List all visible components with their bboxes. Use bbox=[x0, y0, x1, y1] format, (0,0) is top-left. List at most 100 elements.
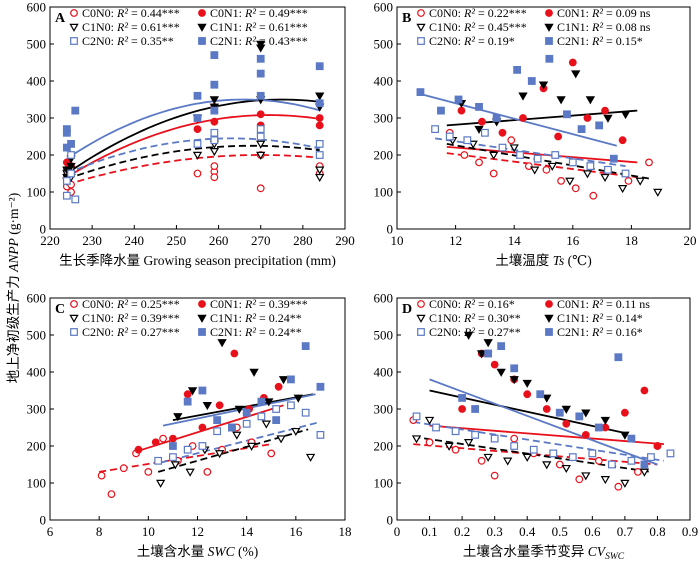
data-point-c2n1 bbox=[536, 390, 545, 399]
fit-curve-c0n0 bbox=[66, 154, 320, 186]
x-tick-label: 12 bbox=[191, 524, 204, 539]
data-point-c1n0 bbox=[315, 166, 325, 175]
data-point-c2n1 bbox=[594, 423, 603, 432]
data-point-c2n1 bbox=[193, 91, 202, 100]
data-point-c0n0 bbox=[589, 191, 598, 200]
data-point-c0n1 bbox=[568, 58, 577, 67]
fit-curve-c1n1 bbox=[66, 98, 320, 175]
legend-marker-c0n1 bbox=[545, 300, 553, 308]
legend-entry-c0n1: C0N1: R² = 0.49*** bbox=[210, 6, 308, 20]
data-point-c1n0 bbox=[600, 476, 611, 485]
data-point-c2n0 bbox=[533, 154, 542, 163]
data-point-c1n0 bbox=[411, 435, 422, 444]
legend: C0N0: R² = 0.25*** C0N1: R² = 0.39*** C1N0… bbox=[69, 297, 308, 339]
data-point-c0n0 bbox=[524, 162, 533, 171]
fit-line-c0n1 bbox=[429, 424, 665, 446]
data-point-c0n0 bbox=[490, 471, 499, 480]
fit-line-c2n0 bbox=[413, 421, 665, 462]
data-point-c0n1 bbox=[315, 121, 324, 130]
legend-marker-c2n1 bbox=[545, 37, 553, 45]
data-point-c1n1 bbox=[209, 96, 220, 105]
legend-marker-c0n1 bbox=[198, 300, 206, 308]
data-point-c0n0 bbox=[645, 158, 653, 167]
data-point-c1n1 bbox=[315, 92, 325, 101]
data-point-c1n1 bbox=[571, 70, 581, 79]
data-point-c0n0 bbox=[119, 464, 128, 473]
y-tick-label: 200 bbox=[374, 439, 394, 454]
data-point-c0n0 bbox=[489, 169, 498, 178]
data-point-c2n1 bbox=[198, 386, 207, 395]
data-point-c2n1 bbox=[577, 125, 586, 134]
data-point-c2n1 bbox=[242, 408, 251, 417]
data-point-c2n1 bbox=[257, 397, 266, 406]
fit-line-c0n1 bbox=[446, 145, 638, 164]
data-point-c1n1 bbox=[474, 125, 484, 134]
data-point-c2n0 bbox=[257, 412, 266, 421]
fit-curve-c2n1 bbox=[66, 98, 320, 160]
x-tick-label: 220 bbox=[40, 233, 60, 248]
legend-entry-c1n0: C1N0: R² = 0.45*** bbox=[429, 20, 527, 34]
x-tick-label: 0.8 bbox=[649, 524, 665, 539]
fit-line-c2n0 bbox=[434, 137, 626, 167]
data-point-c0n1 bbox=[193, 125, 202, 134]
data-point-c0n1 bbox=[198, 423, 207, 432]
panel-c: 0 100 200 300 400 500 600 6 8 10 12 14 16 18 土壤含水量 SWC… bbox=[27, 291, 352, 560]
data-point-c2n0 bbox=[510, 442, 519, 450]
data-point-c0n1 bbox=[562, 419, 571, 428]
x-tick-label: 0.1 bbox=[421, 524, 437, 539]
x-tick-label: 0.5 bbox=[552, 524, 568, 539]
legend-entry-c1n0: C1N0: R² = 0.61*** bbox=[82, 20, 180, 34]
y-tick-label: 400 bbox=[374, 74, 394, 89]
data-point-c1n1 bbox=[202, 402, 213, 411]
data-point-c2n0 bbox=[193, 140, 202, 148]
data-point-c2n1 bbox=[497, 342, 506, 350]
x-tick-label: 0.9 bbox=[682, 524, 698, 539]
data-point-c0n1 bbox=[315, 114, 324, 122]
x-tick-label: 10 bbox=[142, 524, 155, 539]
data-point-c2n1 bbox=[301, 342, 310, 350]
data-point-c0n0 bbox=[507, 136, 516, 145]
data-point-c0n0 bbox=[144, 468, 153, 476]
x-axis-title: 生长季降水量 Growing season precipitation (mm) bbox=[59, 253, 336, 268]
x-tick-label: 16 bbox=[289, 524, 303, 539]
x-tick-label: 230 bbox=[82, 233, 102, 248]
data-point-c1n0 bbox=[503, 457, 513, 466]
data-point-c1n0 bbox=[653, 188, 663, 197]
data-point-c2n0 bbox=[67, 169, 75, 178]
legend-entry-c2n1: C2N1: R² = 0.15* bbox=[557, 34, 643, 48]
data-point-c1n1 bbox=[561, 405, 571, 414]
data-point-c1n0 bbox=[185, 468, 195, 477]
legend-entry-c1n0: C1N0: R² = 0.30** bbox=[429, 311, 521, 325]
data-point-c2n1 bbox=[193, 114, 202, 122]
data-point-c2n0 bbox=[666, 449, 675, 458]
data-point-c2n0 bbox=[198, 442, 207, 450]
legend-entry-c2n0: C2N0: R² = 0.35** bbox=[82, 34, 174, 48]
legend-marker-c1n1 bbox=[197, 23, 207, 32]
data-point-c0n0 bbox=[210, 173, 219, 182]
data-point-c0n0 bbox=[555, 460, 564, 469]
data-point-c2n0 bbox=[490, 434, 499, 443]
fit-line-c0n0 bbox=[99, 443, 272, 473]
x-tick-label: 12 bbox=[449, 233, 462, 248]
legend-entry-c2n0: C2N0: R² = 0.27*** bbox=[82, 325, 180, 339]
legend-entry-c2n1: C2N1: R² = 0.24** bbox=[210, 325, 302, 339]
data-point-c1n0 bbox=[170, 461, 181, 470]
legend: C0N0: R² = 0.22*** C0N1: R² = 0.09 ns C1N0… bbox=[416, 6, 651, 48]
data-point-c0n1 bbox=[542, 405, 551, 413]
x-tick-label: 14 bbox=[240, 524, 254, 539]
data-point-c0n1 bbox=[640, 386, 649, 395]
data-point-c0n1 bbox=[490, 360, 499, 369]
y-tick-label: 300 bbox=[27, 402, 47, 417]
legend-marker-c1n1 bbox=[544, 23, 554, 32]
data-point-c1n1 bbox=[509, 376, 519, 385]
data-point-c2n0 bbox=[71, 195, 80, 204]
legend-entry-c1n1: C1N1: R² = 0.14* bbox=[557, 311, 643, 325]
data-point-c1n1 bbox=[518, 92, 528, 101]
data-point-c2n1 bbox=[614, 353, 623, 362]
y-tick-label: 100 bbox=[374, 476, 394, 491]
x-tick-label: 0.6 bbox=[584, 524, 601, 539]
data-point-c1n0 bbox=[209, 148, 220, 157]
data-point-c1n1 bbox=[600, 416, 611, 425]
x-tick-label: 16 bbox=[566, 233, 580, 248]
data-point-c1n0 bbox=[639, 468, 650, 477]
